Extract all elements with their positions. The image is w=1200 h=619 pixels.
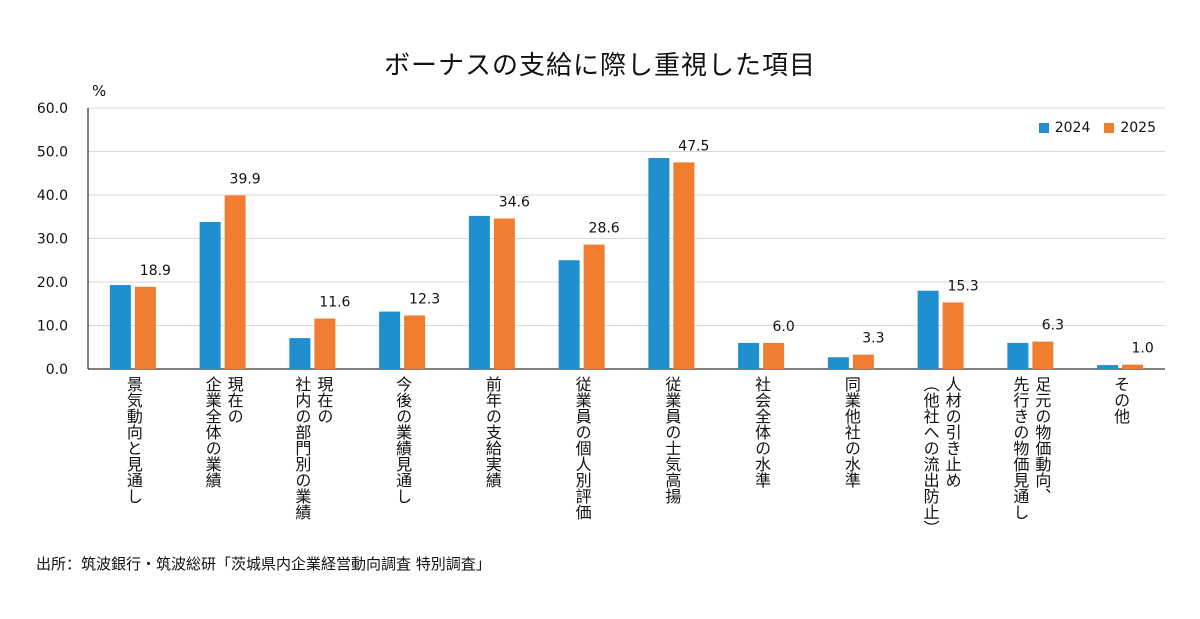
- bar-2025: [673, 162, 695, 369]
- chart-title: ボーナスの支給に際し重視した項目: [383, 51, 816, 81]
- y-tick-label: 0.0: [46, 362, 68, 378]
- data-label-2025: 11.6: [319, 295, 350, 311]
- bar-2024: [1097, 365, 1119, 369]
- legend-label-2024: 2024: [1054, 120, 1091, 136]
- legend-swatch-2024: [1038, 123, 1049, 133]
- x-category-label: 現在の 社内の部門別の業績: [292, 376, 334, 520]
- y-axis-unit: %: [92, 82, 107, 100]
- bar-2025: [314, 318, 336, 369]
- source-note: 出所：筑波銀行・筑波総研「茨城県内企業経営動向調査 特別調査」: [36, 555, 491, 573]
- x-category-label: 従業員の個人別評価: [572, 376, 592, 520]
- x-category-label: 社会全体の水準: [752, 376, 772, 488]
- legend-item-2025: 2025: [1104, 120, 1156, 136]
- x-category-label: 前年の支給実績: [482, 376, 502, 488]
- data-label-2025: 28.6: [589, 221, 620, 237]
- legend: 2024 2025: [1038, 120, 1156, 136]
- data-label-2025: 3.3: [862, 331, 884, 347]
- legend-label-2025: 2025: [1120, 120, 1156, 136]
- legend-swatch-2025: [1104, 123, 1115, 133]
- bar-2025: [224, 195, 246, 369]
- bar-2024: [199, 221, 221, 369]
- bar-2024: [648, 158, 670, 369]
- bar-2024: [109, 285, 131, 369]
- legend-item-2024: 2024: [1038, 120, 1091, 136]
- bar-2024: [917, 290, 939, 369]
- x-category-label: 同業他社の水準: [841, 376, 861, 488]
- data-label-2025: 12.3: [409, 291, 440, 307]
- bar-2025: [1032, 341, 1054, 369]
- bar-2025: [134, 286, 156, 369]
- y-tick-label: 60.0: [37, 101, 68, 117]
- bar-2025: [1122, 364, 1144, 369]
- bar-2024: [558, 260, 580, 369]
- bar-2025: [493, 218, 515, 369]
- bar-2025: [583, 244, 605, 369]
- x-category-label: その他: [1111, 376, 1131, 424]
- bar-2024: [289, 338, 311, 369]
- data-label-2025: 47.5: [678, 138, 709, 154]
- y-tick-label: 30.0: [37, 232, 68, 248]
- data-label-2025: 6.0: [772, 319, 794, 335]
- x-category-label: 足元の物価動向、 先行きの物価見通し: [1010, 376, 1052, 520]
- x-category-label: 人材の引き止め （他社への流出防止）: [920, 376, 962, 536]
- bar-2025: [763, 342, 785, 369]
- bar-2025: [942, 302, 964, 369]
- data-label-2025: 18.9: [140, 263, 171, 279]
- bar-2025: [852, 354, 874, 369]
- y-tick-label: 10.0: [37, 319, 68, 335]
- bar-2025: [404, 315, 426, 369]
- y-tick-label: 50.0: [37, 145, 68, 161]
- data-label-2025: 15.3: [948, 278, 979, 294]
- bar-2024: [1007, 342, 1029, 369]
- data-label-2025: 6.3: [1042, 318, 1064, 334]
- data-label-2025: 39.9: [230, 171, 261, 187]
- bar-2024: [827, 357, 849, 369]
- bar-2024: [468, 215, 490, 369]
- x-category-label: 現在の 企業全体の業績: [202, 376, 244, 488]
- x-category-label: 今後の業績見通し: [393, 376, 413, 504]
- data-label-2025: 34.6: [499, 194, 530, 210]
- y-tick-label: 40.0: [37, 188, 68, 204]
- bar-2024: [379, 311, 401, 369]
- data-label-2025: 1.0: [1131, 341, 1153, 357]
- x-category-label: 景気動向と見通し: [123, 376, 143, 504]
- x-category-label: 従業員の士気高揚: [662, 376, 682, 504]
- bar-2024: [738, 342, 760, 369]
- y-tick-label: 20.0: [37, 275, 68, 291]
